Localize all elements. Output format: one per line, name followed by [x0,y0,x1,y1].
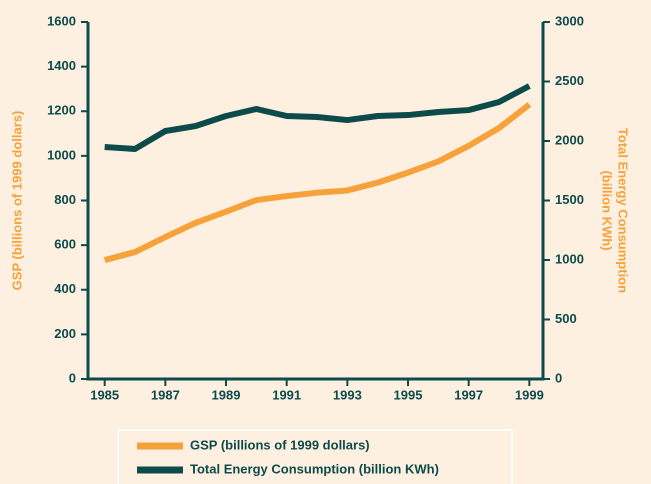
y2-tick-label: 2000 [555,132,584,147]
x-tick-label: 1997 [454,387,483,402]
y-tick-label: 1000 [47,147,76,162]
y2-tick-label: 0 [555,370,562,385]
y-tick-label: 0 [69,370,76,385]
x-tick-label: 1993 [333,387,362,402]
x-tick-label: 1987 [151,387,180,402]
legend-label: GSP (billions of 1999 dollars) [190,437,370,452]
y2-tick-label: 1500 [555,192,584,207]
y-axis-label: GSP (billions of 1999 dollars) [9,111,24,291]
x-tick-label: 1991 [272,387,301,402]
y2-tick-label: 1000 [555,251,584,266]
series-line [104,83,531,152]
y-tick-label: 200 [54,326,76,341]
y-tick-label: 1200 [47,103,76,118]
x-tick-label: 1985 [90,387,119,402]
legend-label: Total Energy Consumption (billion KWh) [190,461,439,476]
y2-tick-label: 2500 [555,73,584,88]
legend-box [117,429,513,484]
legend: GSP (billions of 1999 dollars) Total Ener… [117,429,513,484]
y-tick-label: 400 [54,281,76,296]
y2-tick-label: 500 [555,311,577,326]
y2-axis-label: (billion KWh) [600,170,615,250]
y-tick-label: 1400 [47,58,76,73]
y2-axis-label: Total Energy Consumption [616,128,631,293]
y-tick-label: 800 [54,192,76,207]
series-line [103,102,532,263]
x-tick-label: 1989 [212,387,241,402]
y-tick-label: 1600 [47,13,76,28]
x-tick-label: 1999 [515,387,544,402]
y-tick-label: 600 [54,237,76,252]
y2-tick-label: 3000 [555,13,584,28]
x-tick-label: 1995 [394,387,423,402]
